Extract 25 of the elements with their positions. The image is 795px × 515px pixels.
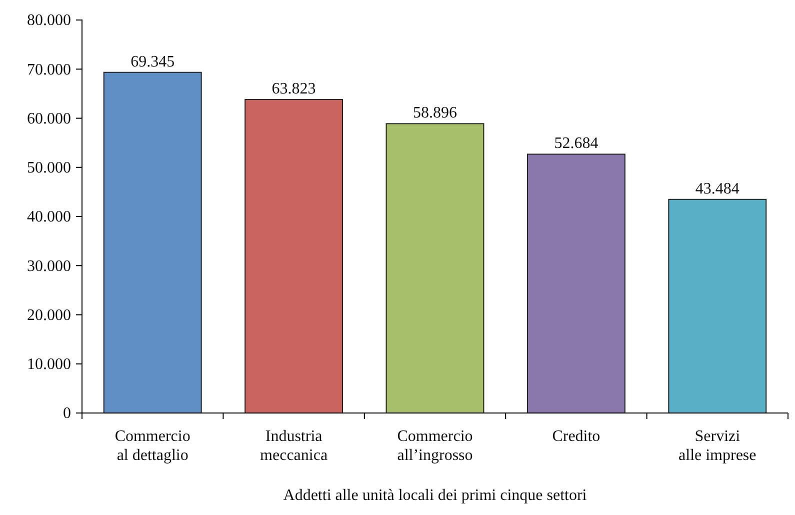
y-tick-label: 0 [63,405,71,422]
y-tick-label: 30.000 [27,258,71,275]
x-tick-label: Credito [552,428,600,445]
data-label: 69.345 [130,53,175,70]
bar [668,198,767,414]
x-axis-title: Addetti alle unità locali dei primi cinque settori [283,487,588,504]
y-tick-label: 50.000 [27,159,71,176]
y-tick-label: 40.000 [27,208,71,226]
data-label: 43.484 [695,180,740,198]
bar [386,123,484,414]
bar [103,72,202,414]
x-tick-label: Commercio al dettaglio [114,428,190,464]
y-tick-label: 20.000 [27,306,71,324]
y-tick-label: 80.000 [27,12,71,30]
x-tick-label: Commercio all’ingrosso [397,428,473,464]
y-tick-label: 10.000 [27,356,71,373]
data-label: 63.823 [272,80,316,98]
x-tick-label: Industria meccanica [260,428,328,464]
y-tick-label: 70.000 [27,61,71,78]
x-tick-label: Servizi alle imprese [678,428,756,464]
data-label: 52.684 [554,135,598,152]
bar [244,98,344,414]
y-tick-label: 60.000 [27,110,71,128]
bar [526,154,626,414]
data-label: 58.896 [413,104,457,122]
